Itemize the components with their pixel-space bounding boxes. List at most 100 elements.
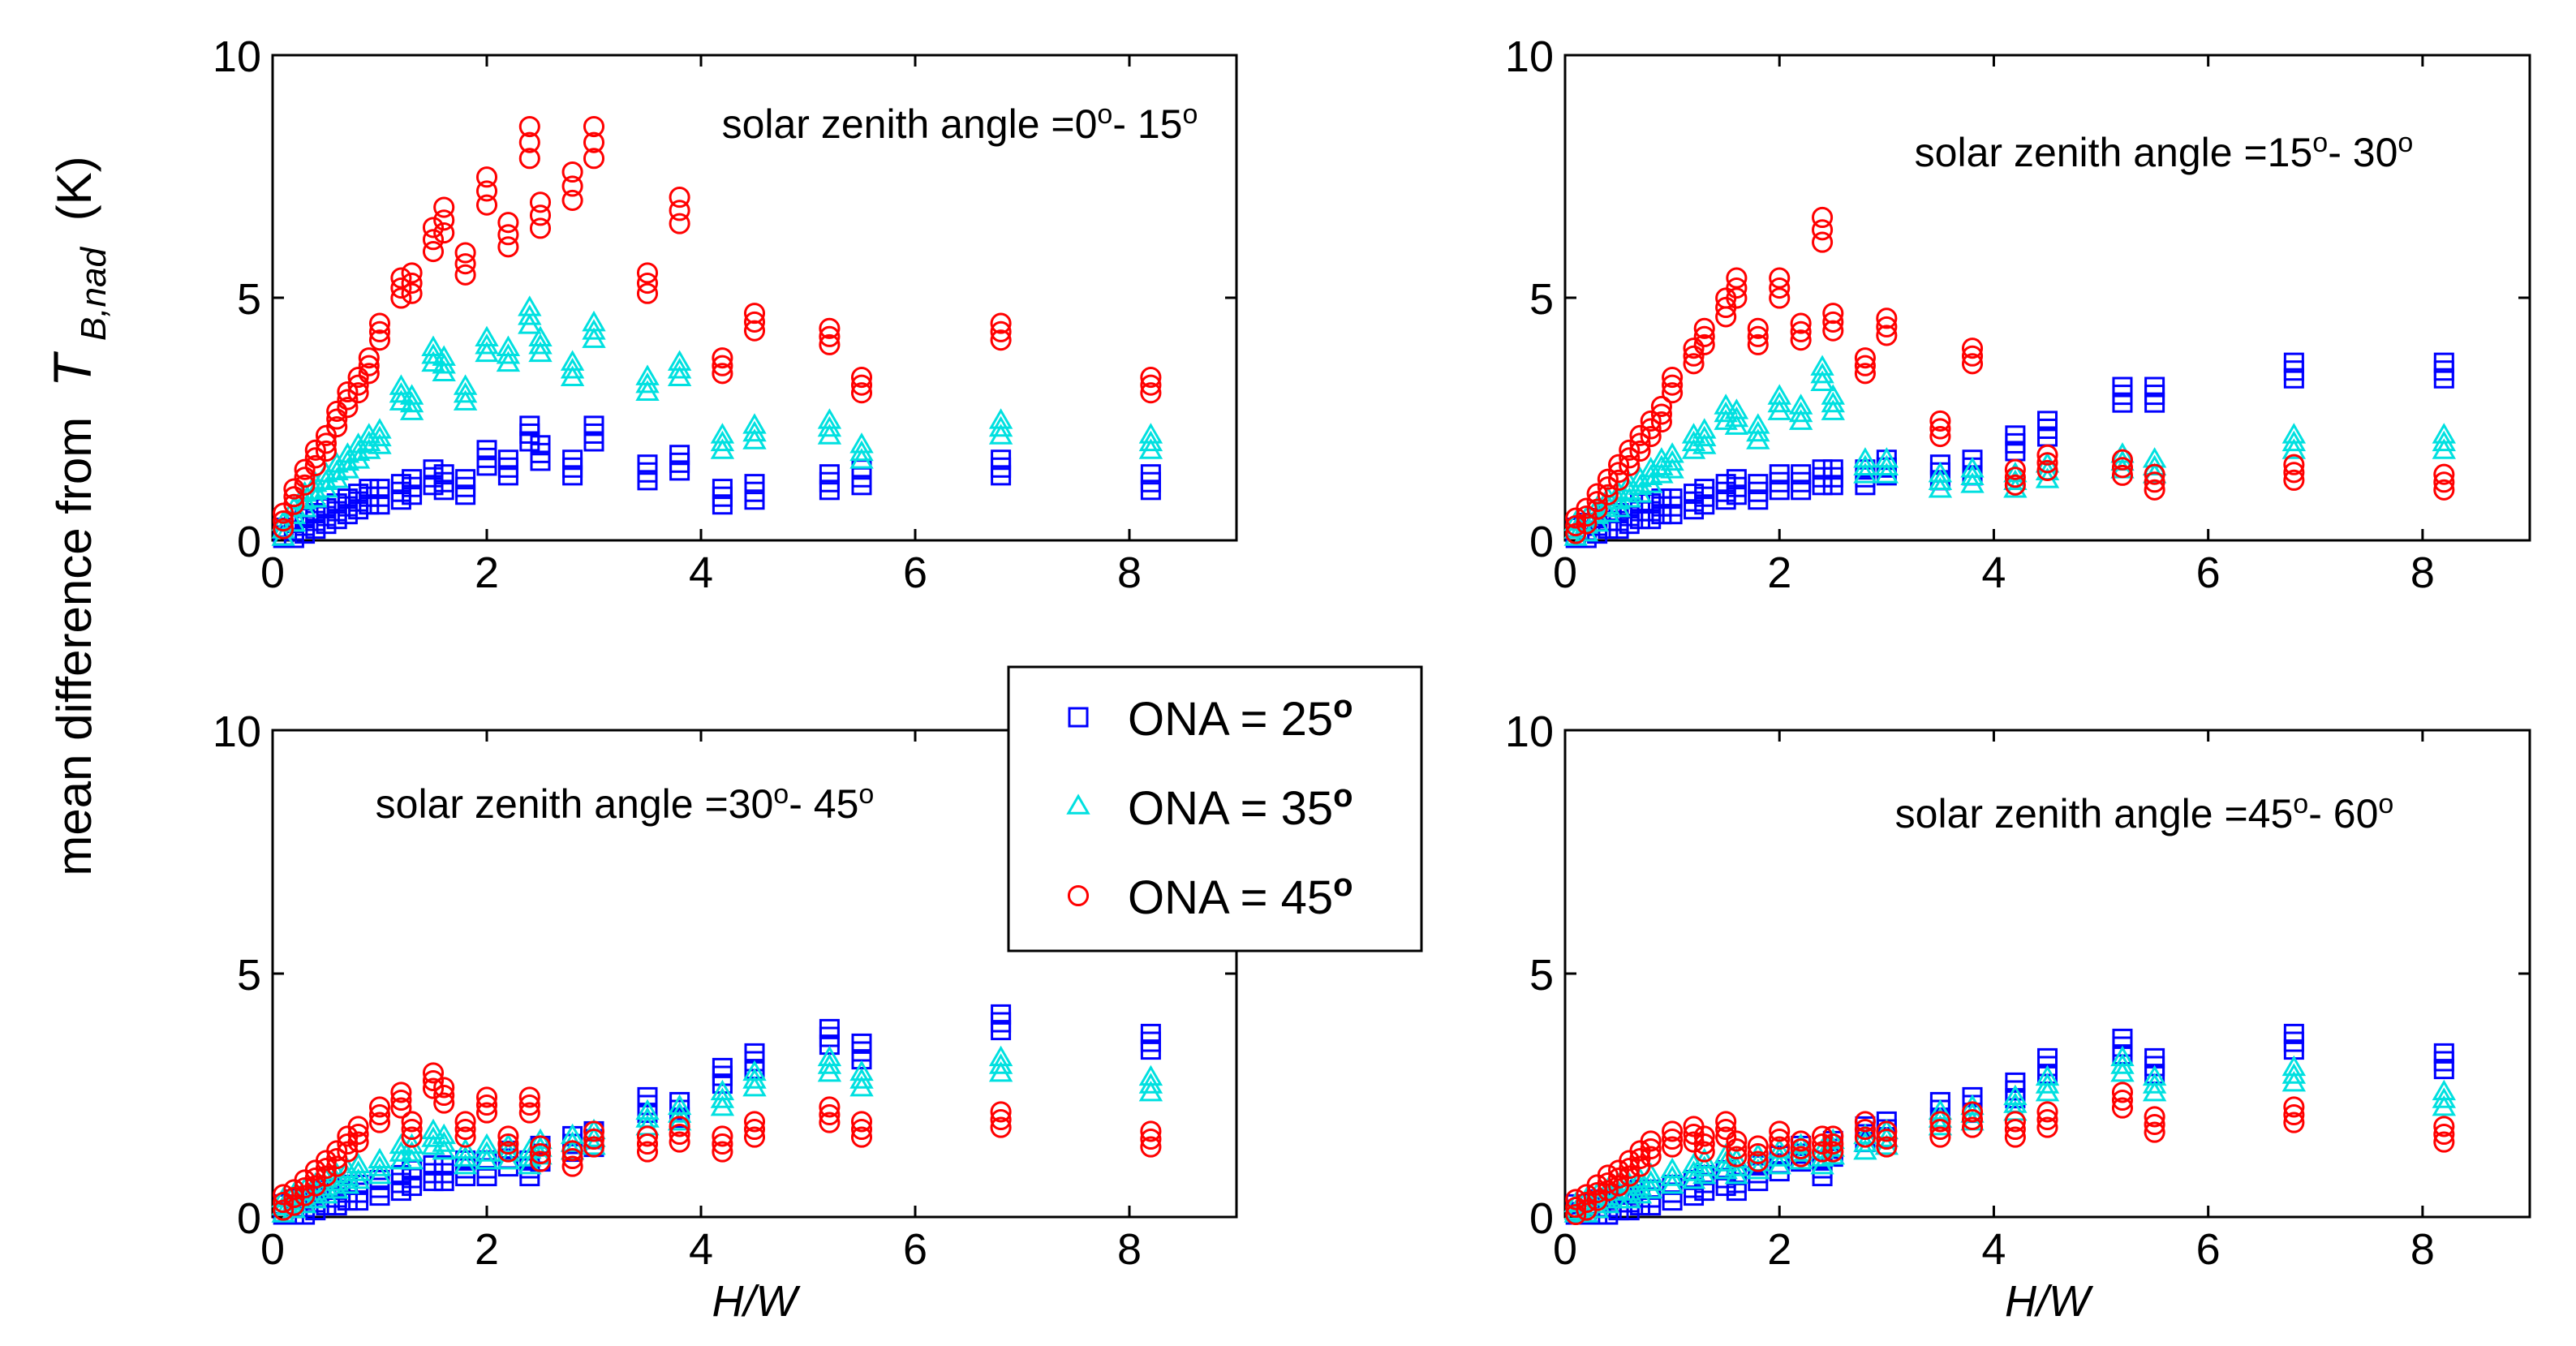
data-point-circle: [1726, 1130, 1748, 1152]
data-point-circle: [561, 189, 583, 211]
data-point-circle: [1140, 374, 1162, 396]
data-point-circle: [475, 194, 498, 216]
data-point-square: [2037, 411, 2058, 432]
data-point-circle: [1629, 432, 1651, 454]
data-point-circle: [273, 1184, 295, 1206]
data-point-circle: [1854, 1111, 1876, 1133]
data-point-triangle: [1767, 1137, 1791, 1159]
data-point-square: [2005, 1072, 2026, 1093]
data-point-circle: [1619, 454, 1641, 476]
data-point-circle: [636, 1141, 659, 1163]
data-point-circle: [454, 1111, 476, 1133]
data-point-circle: [712, 1133, 733, 1155]
data-point-triangle: [560, 350, 585, 371]
data-point-triangle: [453, 374, 478, 395]
data-point-circle: [1662, 1128, 1684, 1150]
data-point-circle: [497, 224, 519, 246]
data-point-circle: [1747, 1142, 1769, 1165]
data-point-circle: [1683, 353, 1705, 375]
data-point-square: [1769, 464, 1790, 485]
data-point-circle: [273, 1191, 295, 1214]
data-point-circle: [1747, 1150, 1769, 1172]
data-point-circle: [2433, 1123, 2455, 1146]
data-point-circle: [1812, 1133, 1834, 1155]
data-point-circle: [283, 493, 305, 515]
data-point-circle: [2433, 463, 2455, 485]
data-point-circle: [2036, 1101, 2058, 1123]
panel-1: 0 2 4 6 8 0 5 10 solar zenith angle =0o- 15o: [213, 32, 1238, 597]
data-point-square: [1748, 474, 1769, 495]
data-point-circle: [1726, 1146, 1748, 1168]
data-point-square: [637, 454, 658, 475]
data-point-circle: [1565, 1189, 1587, 1211]
x-tick-label: 0: [260, 548, 285, 597]
data-point-circle: [1683, 338, 1705, 359]
data-point-circle: [669, 1123, 690, 1146]
series-circle: [1565, 1082, 2455, 1226]
data-point-circle: [1790, 1137, 1812, 1160]
data-point-circle: [1854, 347, 1876, 369]
data-point-circle: [712, 1125, 733, 1147]
data-point-circle: [712, 355, 733, 376]
panel-2: 0 2 4 6 8 0 5 10 solar zenith angle =15o- 30o: [1505, 32, 2531, 597]
data-point-circle: [1726, 287, 1748, 309]
data-point-triangle: [2003, 462, 2028, 483]
data-point-triangle: [1853, 1123, 1877, 1145]
data-point-triangle: [346, 1152, 371, 1174]
panel-4: 0 2 4 6 8 0 5 10 H/W solar zenith angle =45o- 60o: [1505, 707, 2531, 1326]
data-point-circle: [1929, 1126, 1951, 1148]
data-point-triangle: [421, 1118, 445, 1140]
y-tick-label: 5: [237, 951, 261, 1000]
x-tick-label: 4: [689, 548, 713, 597]
data-point-circle: [636, 273, 659, 295]
x-tick-label: 4: [1981, 1225, 2006, 1274]
data-point-circle: [1597, 1172, 1619, 1194]
data-point-square: [2283, 352, 2304, 373]
data-point-circle: [669, 187, 690, 209]
y-tick-label: 10: [1505, 32, 1554, 81]
data-point-circle: [1929, 410, 1951, 432]
data-point-circle: [337, 397, 359, 419]
data-point-triangle: [399, 384, 424, 405]
data-point-circle: [518, 1102, 540, 1124]
data-point-circle: [497, 1141, 519, 1163]
data-point-triangle: [849, 432, 874, 454]
data-point-circle: [712, 347, 733, 369]
legend-label-circle: ONA = 45o: [1128, 867, 1353, 924]
data-point-circle: [1790, 329, 1812, 351]
data-point-triangle: [1660, 1157, 1684, 1179]
data-point-triangle: [282, 1181, 307, 1203]
data-point-circle: [1854, 1118, 1876, 1141]
data-point-square: [369, 479, 390, 500]
data-point-square: [1715, 474, 1736, 495]
y-axis-label-prefix: mean difference from: [47, 417, 101, 876]
data-point-square: [562, 449, 583, 471]
data-point-circle: [1586, 498, 1608, 520]
data-point-circle: [368, 1112, 391, 1133]
data-point-triangle: [817, 408, 842, 429]
data-point-square: [1791, 464, 1812, 485]
data-point-circle: [2144, 479, 2165, 501]
data-point-circle: [518, 131, 540, 153]
data-point-circle: [990, 312, 1012, 334]
data-point-circle: [1961, 338, 1984, 359]
data-point-square: [669, 445, 690, 466]
legend-label-triangle: ONA = 35o: [1128, 778, 1353, 835]
data-point-square: [712, 479, 733, 500]
data-point-triangle: [1928, 462, 1953, 483]
data-point-circle: [712, 363, 733, 385]
data-point-circle: [1640, 1137, 1662, 1160]
data-point-triangle: [742, 1060, 767, 1082]
data-point-circle: [1876, 1120, 1898, 1142]
data-point-circle: [743, 311, 766, 333]
data-point-circle: [337, 381, 359, 403]
data-point-circle: [326, 1155, 348, 1177]
data-point-circle: [1693, 1141, 1715, 1163]
data-point-circle: [368, 320, 391, 342]
data-point-circle: [401, 273, 423, 295]
data-point-circle: [326, 1147, 348, 1170]
data-point-circle: [358, 355, 380, 376]
x-tick-label: 2: [1767, 548, 1791, 597]
data-point-circle: [990, 320, 1012, 342]
data-point-circle: [1822, 311, 1844, 333]
